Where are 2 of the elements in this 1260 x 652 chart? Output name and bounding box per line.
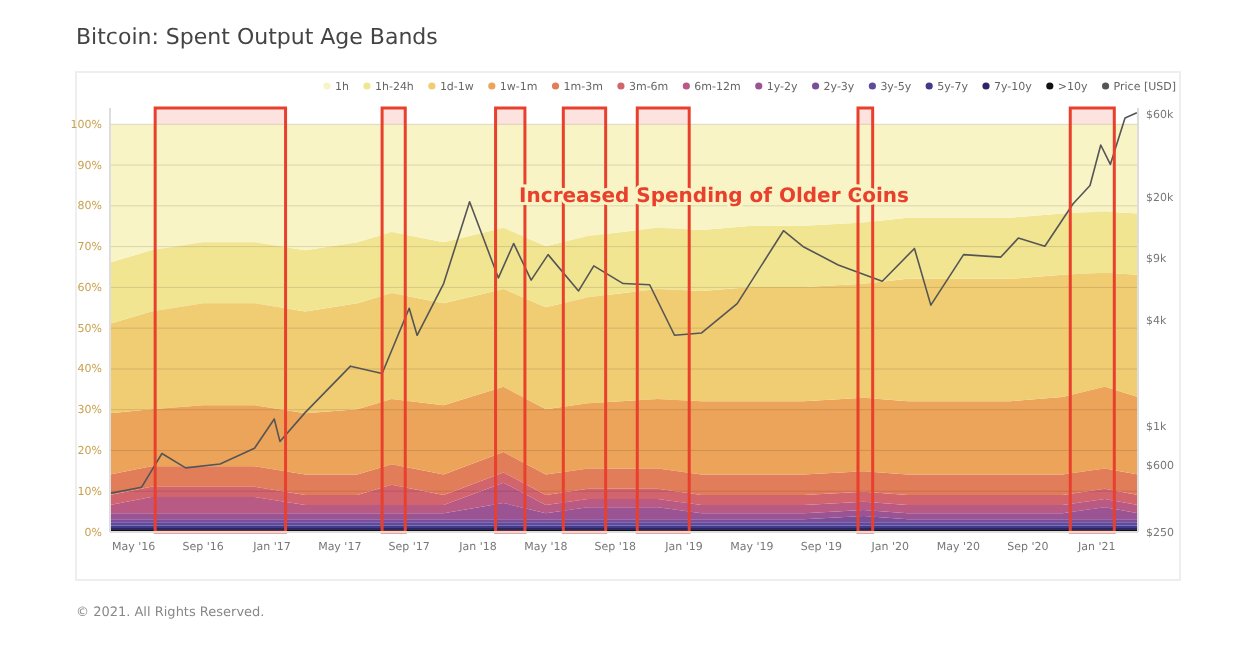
- line-series: [109, 112, 1138, 495]
- chart-title: Bitcoin: Spent Output Age Bands: [76, 24, 439, 50]
